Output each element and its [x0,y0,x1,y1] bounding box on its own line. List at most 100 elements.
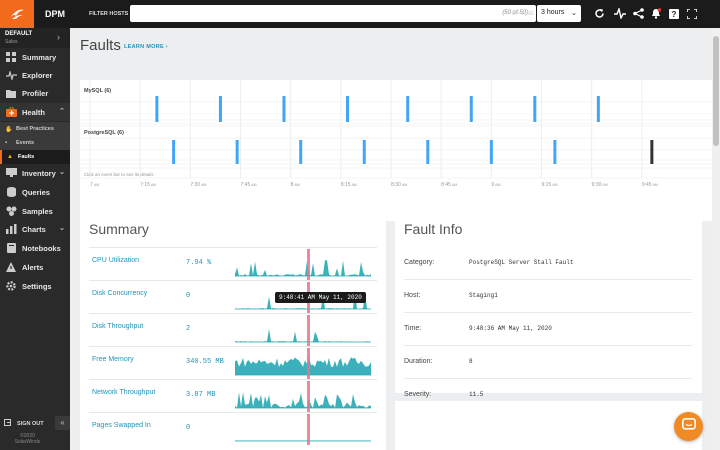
mysql-fault-bar[interactable] [469,96,473,122]
nav-profiler-label: Profiler [22,88,49,98]
chat-button[interactable] [674,412,703,441]
nav-summary-label: Summary [22,52,57,62]
nav-best-practices[interactable]: ✋ Best Practices [0,122,70,136]
metric-name[interactable]: Disk Concurrency [92,290,148,297]
charts-icon [5,224,17,234]
collapse-sidebar-button[interactable]: « [55,416,70,430]
nav-charts[interactable]: Charts ⌄ [0,220,70,238]
time-marker [307,381,310,412]
postgresql-fault-bar[interactable] [553,140,557,164]
page-title: Faults [80,37,121,54]
mysql-fault-bar[interactable] [406,96,410,122]
time-tooltip: 9:48:41 AM May 11, 2020 [275,292,366,303]
timeline-tick-ampm: AM [402,183,407,187]
timeline-tick-ampm: AM [602,183,607,187]
filter-hosts-input[interactable] [130,5,536,22]
refresh-icon[interactable] [593,7,605,20]
timeline-tick-label: 8:30AM [391,182,407,188]
metric-name[interactable]: Pages Swapped In [92,422,151,429]
postgresql-fault-bar[interactable] [489,140,493,164]
fault-field-label: Time: [404,325,422,332]
nav-samples-label: Samples [22,206,53,216]
mysql-fault-bar[interactable] [155,96,159,122]
metric-value: 3.87 MB [186,391,216,399]
nav-notebooks[interactable]: Notebooks [0,239,70,257]
nav-events[interactable]: ▪ Events [0,136,70,150]
mysql-fault-bar[interactable] [282,96,286,122]
filter-hosts-label: FILTER HOSTS [89,11,129,17]
fault-field-value: 8 [469,358,473,365]
alert-icon [5,262,17,272]
postgresql-fault-bar[interactable] [426,140,430,164]
timeline-row-label-postgresql: PostgreSQL (6) [84,130,124,136]
metric-value: 7.94 % [186,259,212,267]
timeline-row-label-mysql: MySQL (6) [84,88,111,94]
timeline-tick-ampm: AM [552,183,557,187]
metric-name[interactable]: Disk Throughput [92,323,144,330]
nav-alerts[interactable]: Alerts [0,258,70,276]
nav-explorer[interactable]: Explorer [0,66,70,84]
metric-row[interactable]: Free Memory 340.55 MB [89,346,377,379]
nav-profiler[interactable]: Profiler [0,84,70,102]
solarwinds-logo[interactable] [0,0,34,28]
warning-icon: ▲ [7,154,13,160]
nav-charts-label: Charts [22,224,46,234]
metric-sparkline [235,315,371,346]
metric-name[interactable]: Free Memory [92,356,134,363]
nav-health[interactable]: Health ⌃ [0,103,70,121]
metric-name[interactable]: CPU Utilization [92,257,140,264]
page-scrollbar[interactable] [712,28,720,450]
metric-row[interactable]: Pages Swapped In 0 [89,412,377,445]
mysql-fault-bar[interactable] [533,96,537,122]
time-range-select[interactable]: 3 hours ⌄ [537,5,581,22]
chevron-down-icon: ⌄ [571,10,577,17]
learn-more-link[interactable]: LEARN MORE › [124,44,168,50]
time-marker [307,414,310,445]
nav-inventory[interactable]: Inventory ⌄ [0,164,70,182]
nav-queries[interactable]: Queries [0,183,70,201]
sparkline-area [235,392,371,408]
chat-icon [681,417,696,436]
copyright-year: ©2020 [20,433,35,439]
timeline-tick-ampm: AM [495,183,500,187]
mysql-fault-bar[interactable] [596,96,600,122]
sign-out-icon [4,419,11,428]
nav-settings[interactable]: Settings [0,277,70,295]
nav-summary[interactable]: Summary [0,48,70,66]
timeline-tick-ampm: AM [94,183,99,187]
fault-field-label: Host: [404,292,421,299]
org-switcher[interactable]: DEFAULT Sales › [0,28,70,48]
fullscreen-icon[interactable] [686,7,698,20]
postgresql-fault-bar[interactable] [299,140,303,164]
nav-samples[interactable]: Samples [0,202,70,220]
bell-icon[interactable] [650,7,662,20]
nav-alerts-label: Alerts [22,262,44,272]
postgresql-fault-bar-selected[interactable] [650,140,654,164]
filter-hosts-count: (50 of 50) [502,10,528,16]
metric-row[interactable]: Disk Throughput 2 [89,313,377,346]
sparkline-area [235,357,371,375]
sign-out-button[interactable]: SIGN OUT [4,419,44,428]
postgresql-fault-bar[interactable] [362,140,366,164]
fault-field-value: 9:48:36 AM May 11, 2020 [469,325,552,332]
top-bar: DPM FILTER HOSTS (50 of 50) BY TIME 3 ho… [34,0,720,28]
activity-icon[interactable] [614,7,626,20]
mysql-fault-bar[interactable] [218,96,222,122]
metric-name[interactable]: Network Throughput [92,389,156,396]
scrollbar-thumb[interactable] [713,36,719,146]
help-icon[interactable]: ? [668,7,680,20]
timeline-tick-ampm: AM [653,183,658,187]
postgresql-fault-bar[interactable] [172,140,176,164]
sparkline-area [235,260,371,276]
metric-row[interactable]: Network Throughput 3.87 MB [89,379,377,412]
pulse-icon [5,70,17,80]
nav-faults-label: Faults [18,154,35,160]
nav-faults[interactable]: ▲ Faults [0,150,70,164]
metric-row[interactable]: CPU Utilization 7.94 % [89,247,377,280]
copyright: ©2020 SolarWinds [0,433,55,445]
share-icon[interactable] [632,7,644,20]
postgresql-fault-bar[interactable] [235,140,239,164]
metric-sparkline [235,381,371,412]
mysql-fault-bar[interactable] [346,96,350,122]
timeline-tick-label: 8:15AM [341,182,357,188]
